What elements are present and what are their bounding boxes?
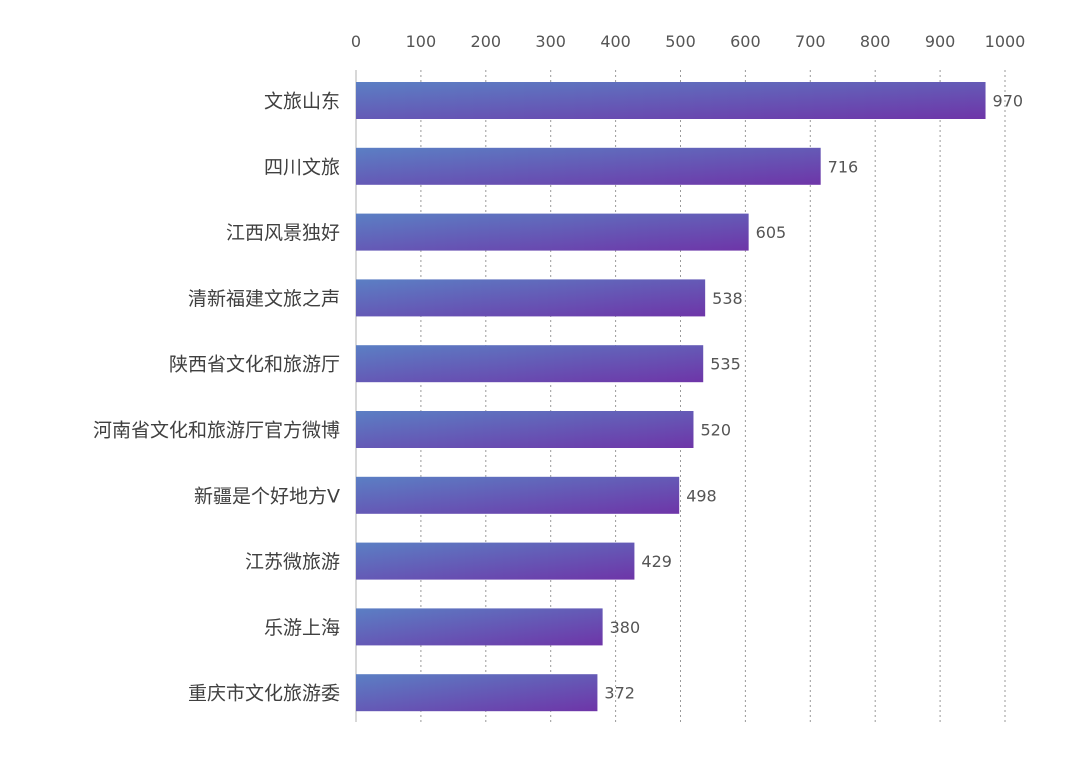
category-label: 新疆是个好地方V (194, 485, 340, 507)
bar (356, 147, 821, 185)
bar (356, 476, 680, 514)
data-label: 520 (700, 421, 731, 440)
data-label: 535 (710, 355, 741, 374)
x-axis-ticks: 0 100 200 300 400 500 600 700 800 900 1000 (351, 32, 1025, 51)
data-label: 380 (610, 618, 641, 637)
x-tick-label: 500 (665, 32, 696, 51)
bar (356, 542, 635, 580)
category-label: 文旅山东 (264, 91, 340, 113)
x-tick-label: 400 (600, 32, 631, 51)
x-tick-label: 300 (535, 32, 566, 51)
x-tick-label: 800 (860, 32, 891, 51)
bar (356, 411, 694, 448)
x-tick-label: 1000 (985, 32, 1026, 51)
bar (356, 608, 603, 646)
data-label: 498 (686, 486, 717, 505)
value-labels: 970 716 605 538 535 520 498 429 380 372 (604, 92, 1023, 703)
bar (356, 82, 986, 119)
data-label: 538 (712, 289, 743, 308)
bars (356, 82, 986, 712)
bar (356, 213, 749, 251)
gridlines (420, 70, 1006, 722)
category-label: 重庆市文化旅游委 (188, 683, 340, 705)
data-label: 970 (993, 92, 1024, 111)
category-label: 清新福建文旅之声 (188, 288, 340, 310)
x-tick-label: 700 (795, 32, 826, 51)
data-label: 605 (756, 223, 787, 242)
data-label: 372 (604, 684, 635, 703)
data-label: 716 (828, 157, 859, 176)
category-label: 河南省文化和旅游厅官方微博 (93, 420, 340, 442)
bar (356, 345, 704, 383)
category-label: 江苏微旅游 (245, 551, 340, 573)
category-labels: 文旅山东四川文旅江西风景独好清新福建文旅之声陕西省文化和旅游厅河南省文化和旅游厅… (93, 91, 340, 705)
x-tick-label: 600 (730, 32, 761, 51)
category-label: 乐游上海 (264, 617, 340, 639)
bar (356, 279, 706, 317)
x-tick-label: 0 (351, 32, 361, 51)
category-label: 陕西省文化和旅游厅 (169, 354, 340, 376)
category-label: 江西风景独好 (226, 222, 340, 244)
bar (356, 674, 598, 712)
x-tick-label: 200 (471, 32, 502, 51)
category-label: 四川文旅 (264, 156, 340, 178)
x-tick-label: 100 (406, 32, 437, 51)
data-label: 429 (641, 552, 672, 571)
x-tick-label: 900 (925, 32, 956, 51)
